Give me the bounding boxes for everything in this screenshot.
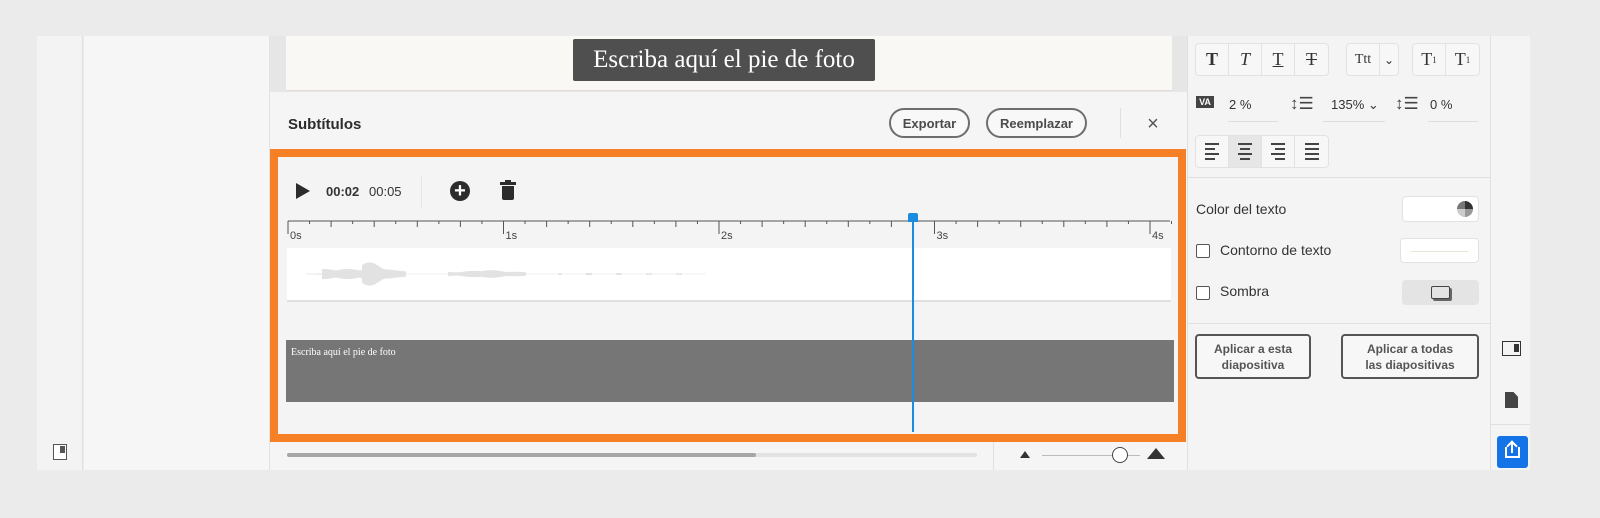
char-spacing-icon: VA [1196, 96, 1214, 108]
outline-checkbox[interactable] [1196, 244, 1210, 258]
shadow-label: Sombra [1220, 283, 1270, 299]
subtitle-clip[interactable]: Escriba aquí el pie de foto [286, 340, 1174, 402]
left-toolbar [37, 36, 83, 470]
align-right-button[interactable] [1262, 136, 1295, 167]
line-spacing-select[interactable]: 135% ⌄ [1331, 97, 1379, 113]
play-icon[interactable] [296, 183, 310, 199]
shadow-icon [1431, 286, 1450, 299]
divider [993, 442, 994, 470]
share-button[interactable] [1497, 436, 1528, 468]
document-icon[interactable] [1505, 392, 1518, 408]
close-icon[interactable]: × [1147, 113, 1159, 135]
align-left-button[interactable] [1196, 136, 1229, 167]
text-case-button[interactable]: Ttt [1347, 44, 1380, 75]
waveform-graphic [306, 262, 706, 286]
zoom-in-icon[interactable] [1147, 448, 1165, 459]
text-color-label: Color del texto [1196, 201, 1287, 217]
shadow-picker[interactable] [1402, 280, 1479, 305]
export-button[interactable]: Exportar [889, 108, 970, 138]
align-justify-button[interactable] [1295, 136, 1328, 167]
audio-waveform [287, 248, 1171, 302]
share-icon [1505, 447, 1520, 458]
ruler-label: 4s [1152, 230, 1164, 242]
panel-title: Subtítulos [288, 116, 362, 133]
apply-all-slides-button[interactable]: Aplicar a todas las diapositivas [1341, 334, 1479, 379]
slide-caption[interactable]: Escriba aquí el pie de foto [573, 39, 875, 81]
playhead[interactable] [911, 218, 914, 432]
trash-icon[interactable] [500, 180, 516, 202]
properties-panel-icon[interactable] [1502, 341, 1521, 356]
slide-thumbnails-pane [84, 36, 270, 470]
outline-label: Contorno de texto [1220, 242, 1332, 258]
chevron-down-icon[interactable]: ⌄ [1383, 52, 1395, 67]
text-color-picker[interactable] [1402, 196, 1479, 222]
shadow-checkbox[interactable] [1196, 286, 1210, 300]
line-spacing-value: 135% [1331, 97, 1365, 112]
ruler-label: 2s [721, 230, 733, 242]
playhead-handle[interactable] [907, 213, 918, 222]
strikethrough-button[interactable]: T [1306, 49, 1317, 69]
divider [1120, 108, 1121, 138]
line-spacing-icon: ↕☰ [1290, 94, 1314, 113]
time-ruler[interactable]: 0s 1s 2s 3s 4s [286, 210, 1172, 248]
scrollbar-thumb[interactable] [287, 453, 757, 457]
zoom-slider-thumb[interactable] [1112, 447, 1129, 463]
chevron-down-icon: ⌄ [1367, 97, 1379, 112]
slides-panel-icon[interactable] [53, 444, 67, 460]
add-subtitle-icon[interactable]: + [450, 181, 470, 201]
replace-button[interactable]: Reemplazar [986, 108, 1087, 138]
align-center-button[interactable] [1229, 136, 1262, 167]
char-spacing-value[interactable]: 2 % [1229, 97, 1252, 112]
underline-button[interactable]: T [1262, 44, 1295, 75]
divider [421, 176, 422, 208]
paragraph-spacing-value[interactable]: 0 % [1430, 97, 1453, 112]
subtitle-clip-text: Escriba aquí el pie de foto [291, 347, 396, 358]
ruler-label: 3s [937, 230, 949, 242]
apply-this-slide-button[interactable]: Aplicar a esta diapositiva [1195, 334, 1311, 379]
paragraph-spacing-icon: ↕☰ [1395, 94, 1419, 113]
italic-button[interactable]: T [1229, 44, 1262, 75]
zoom-slider[interactable] [1042, 455, 1140, 456]
outline-color-picker[interactable] [1400, 238, 1479, 263]
zoom-out-icon[interactable] [1020, 451, 1030, 458]
total-time: 00:05 [369, 184, 402, 199]
color-wheel-icon [1457, 201, 1473, 217]
bold-button[interactable]: T [1196, 44, 1229, 75]
ruler-label: 1s [506, 230, 518, 242]
ruler-label: 0s [290, 230, 302, 242]
current-time: 00:02 [326, 184, 360, 199]
